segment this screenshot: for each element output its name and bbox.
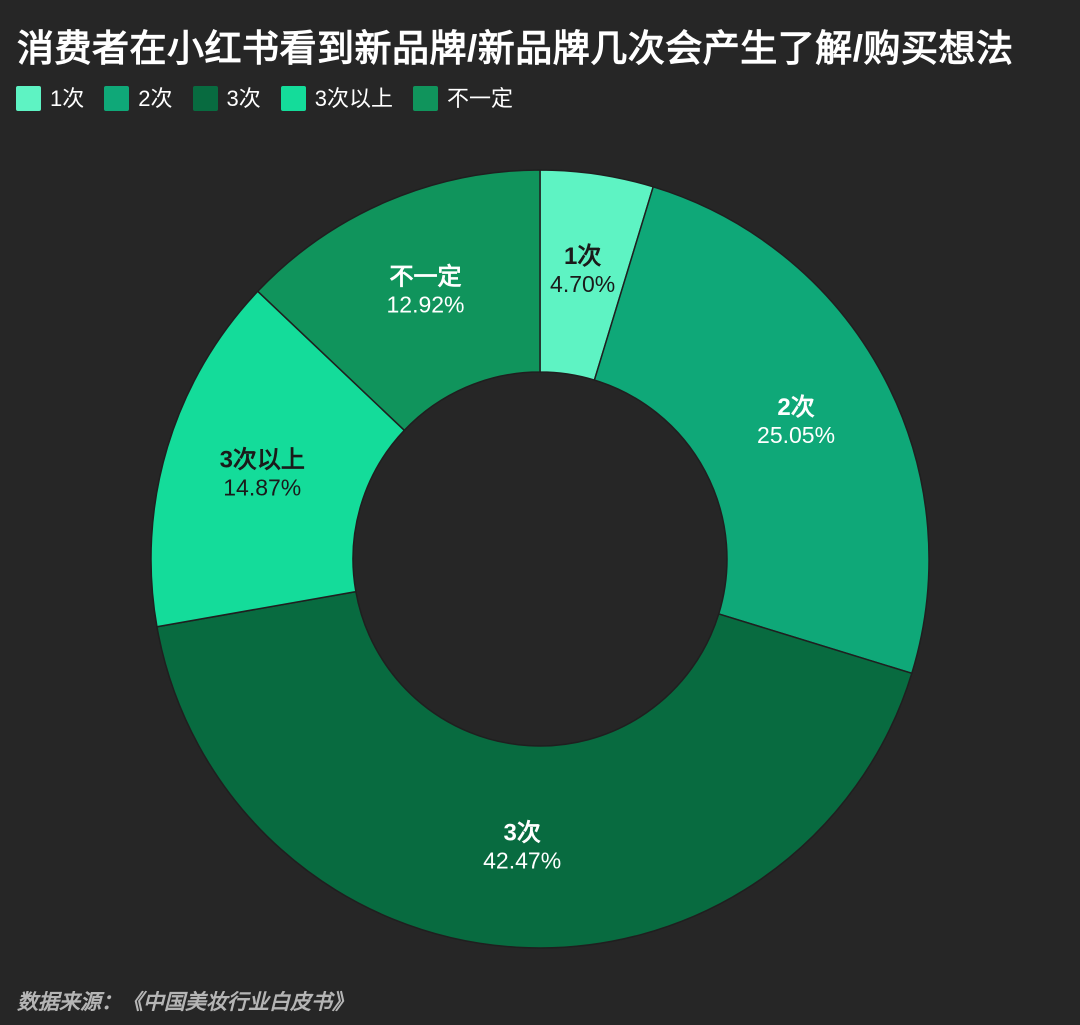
legend: 1次 2次 3次 3次以上 不一定: [16, 86, 513, 111]
slice-label: 3次以上: [220, 447, 305, 474]
legend-item-label: 3次: [226, 86, 261, 111]
pie-slice-2次[interactable]: [593, 186, 930, 675]
slice-value: 12.92%: [387, 292, 465, 318]
data-source: 数据来源：《中国美妆行业白皮书》: [17, 991, 353, 1014]
slice-value: 14.87%: [223, 475, 301, 501]
slice-value: 25.05%: [757, 422, 835, 448]
slice-value: 4.70%: [550, 271, 615, 297]
legend-item-1[interactable]: 1次: [16, 86, 84, 111]
pie-slice-3次以上[interactable]: [150, 290, 406, 628]
legend-item-3[interactable]: 3次: [192, 86, 261, 111]
legend-item-label: 1次: [50, 86, 85, 111]
slice-label: 3次: [503, 819, 540, 846]
legend-swatch-icon: [16, 86, 41, 111]
legend-swatch-icon: [104, 86, 130, 111]
pie-slice-3次[interactable]: [156, 590, 913, 949]
legend-item-label: 2次: [138, 86, 173, 111]
legend-item-label: 3次以上: [314, 86, 393, 111]
slice-label: 2次: [777, 394, 814, 421]
chart-title: 消费者在小红书看到新品牌/新品牌几次会产生了解/购买想法: [17, 28, 1014, 69]
legend-swatch-icon: [413, 86, 438, 111]
slice-value: 42.47%: [483, 847, 561, 873]
pie-slice-不一定[interactable]: [257, 169, 541, 432]
slice-label: 1次: [564, 243, 601, 270]
legend-item-4[interactable]: 3次以上: [280, 86, 393, 111]
slice-label: 不一定: [390, 263, 462, 291]
legend-item-5[interactable]: 不一定: [413, 86, 513, 111]
legend-swatch-icon: [192, 86, 218, 111]
legend-swatch-icon: [280, 86, 306, 111]
legend-item-2[interactable]: 2次: [104, 86, 173, 111]
legend-item-label: 不一定: [447, 86, 514, 111]
